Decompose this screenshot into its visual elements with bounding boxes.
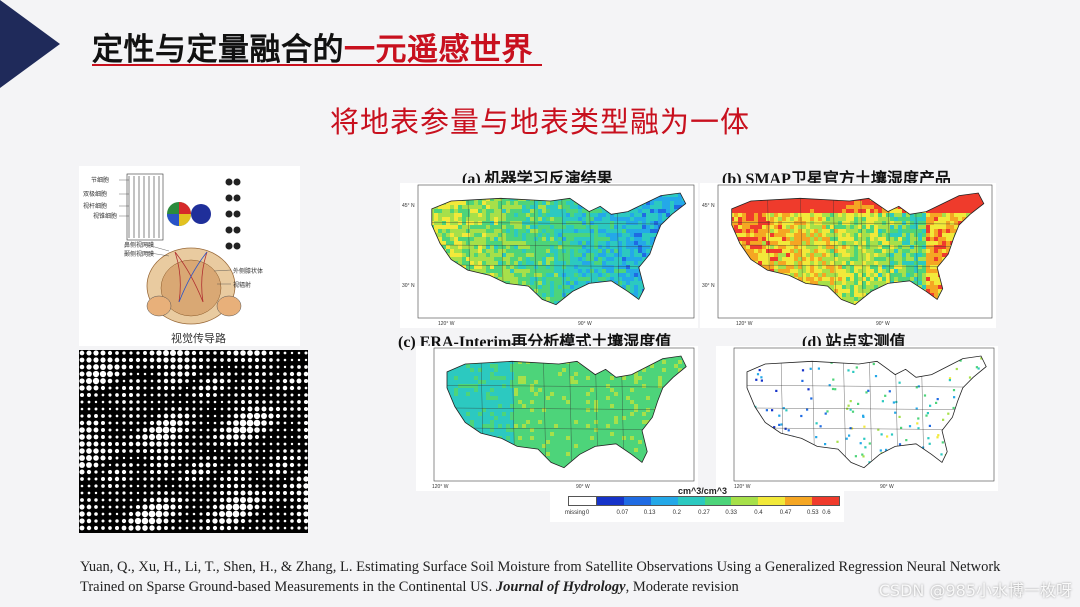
colorbar-tick-label: 0.47	[779, 510, 792, 516]
colorbar-tick-label: 0.13	[643, 510, 656, 516]
axis-lat-45-b: 45° N	[702, 203, 715, 209]
label-rod: 视杆细胞	[83, 203, 108, 210]
colorbar-cell	[812, 497, 840, 505]
slide-subtitle: 将地表参量与地表类型融为一体	[329, 105, 750, 139]
label-lgn: 外侧膝状体	[233, 268, 264, 275]
colorbar-tick-label: 0.6	[822, 510, 831, 516]
colorbar-tick-label: 0.53	[806, 510, 819, 516]
reference-citation: Yuan, Q., Xu, H., Li, T., Shen, H., & Zh…	[80, 557, 1040, 597]
label-nasal-retina: 鼻侧视网膜	[124, 242, 155, 249]
axis-lon-90-c: 90° W	[576, 484, 590, 490]
reference-status: , Moderate revision	[625, 579, 739, 595]
axis-lat-45-a: 45° N	[402, 203, 415, 209]
axis-lat-30-b: 30° N	[702, 283, 715, 289]
label-temporal-retina: 颞侧视网膜	[124, 251, 155, 258]
axis-lon-120-d: 120° W	[734, 484, 751, 490]
axis-lon-120-a: 120° W	[438, 321, 455, 327]
colorbar-cell	[704, 497, 732, 505]
colorbar-cell	[623, 497, 651, 505]
colorbar-tick-label: 0.2	[672, 510, 681, 516]
axis-lon-90-a: 90° W	[578, 321, 592, 327]
label-ganglion: 节细胞	[91, 177, 110, 184]
colorbar-cell	[569, 497, 597, 505]
label-cone: 视锥细胞	[93, 213, 118, 220]
axis-lon-90-d: 90° W	[880, 484, 894, 490]
colorbar-cell	[785, 497, 813, 505]
map-panel-a: 45° N 30° N 120° W 90° W	[400, 183, 698, 328]
map-panel-b: 45° N 30° N 120° W 90° W	[700, 183, 996, 328]
axis-lat-30-a: 30° N	[402, 283, 415, 289]
colorbar-missing-label: missing	[564, 510, 586, 516]
colorbar-cell	[758, 497, 786, 505]
visual-pathway-illustration: 节细胞 双极细胞 视杆细胞 视锥细胞 鼻侧视网膜 颞侧视网膜 外侧膝状体 视辐射…	[79, 166, 300, 346]
colorbar-tick-label: 0	[585, 510, 590, 516]
map-panel-d: 120° W 90° W	[716, 346, 998, 491]
axis-lon-120-c: 120° W	[432, 484, 449, 490]
colorbar-cells	[568, 496, 840, 506]
corner-triangle-decoration	[0, 0, 60, 88]
colorbar: cm^3/cm^3 missing 0 0.07 0.13 0.2 0.27 0.33 0.…	[550, 486, 844, 522]
title-underline	[92, 64, 542, 66]
axis-lon-90-b: 90° W	[876, 321, 890, 327]
reference-journal: Journal of Hydrology	[495, 579, 626, 595]
title-accent: 一元遥感世界	[344, 32, 533, 68]
title-main: 定性与定量融合的	[92, 32, 344, 68]
map-panel-c: 120° W 90° W	[416, 346, 698, 491]
colorbar-tick-label: 0.07	[616, 510, 629, 516]
colorbar-cell	[596, 497, 624, 505]
label-bipolar: 双极细胞	[83, 191, 108, 198]
axis-lon-120-b: 120° W	[736, 321, 753, 327]
label-optic-radiation: 视辐射	[233, 282, 252, 289]
reference-text: Yuan, Q., Xu, H., Li, T., Shen, H., & Zh…	[80, 559, 1001, 595]
watermark: CSDN @985小水博一枚呀	[878, 581, 1072, 600]
colorbar-tick-label: 0.27	[698, 510, 710, 516]
colorbar-tick-label: 0.33	[725, 510, 738, 516]
colorbar-unit: cm^3/cm^3	[678, 486, 728, 496]
slide-title: 定性与定量融合的一元遥感世界	[92, 24, 533, 69]
visual-pathway-title: 视觉传导路	[171, 332, 226, 345]
colorbar-cell	[650, 497, 678, 505]
halftone-pattern-image	[79, 350, 308, 533]
colorbar-cell	[677, 497, 705, 505]
colorbar-cell	[731, 497, 759, 505]
colorbar-tick-label: 0.4	[754, 510, 763, 516]
